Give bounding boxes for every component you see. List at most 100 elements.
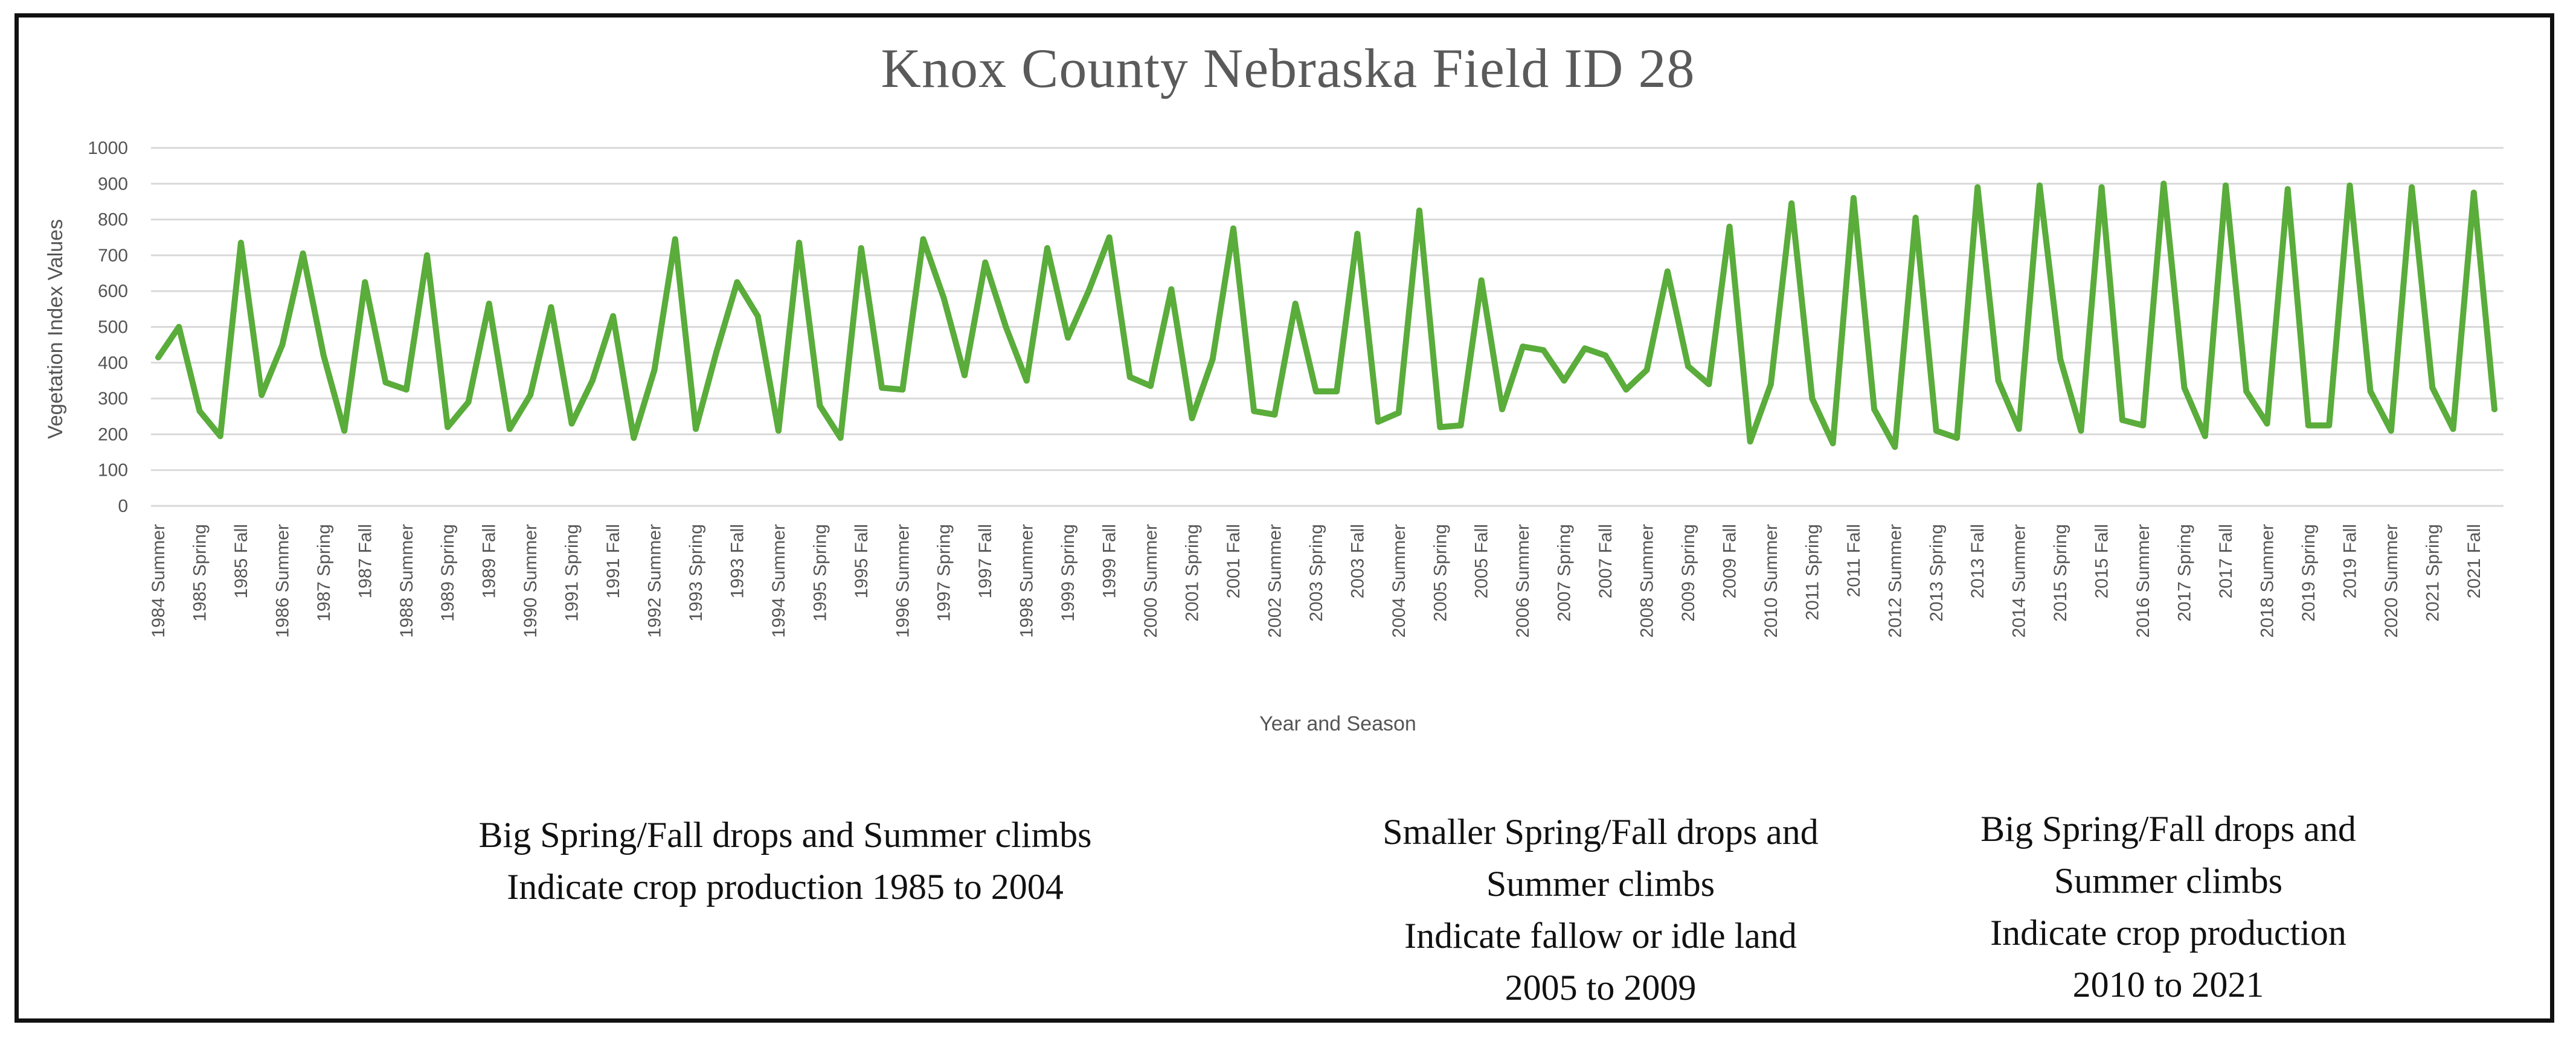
data-point — [2284, 186, 2291, 193]
x-axis-ticks: 1984 Summer 1985 Spring 1985 Fall 1986 Summ… — [149, 524, 2484, 638]
data-point — [1499, 406, 1505, 412]
data-point — [1520, 344, 1526, 350]
data-point — [1230, 225, 1236, 232]
x-tick-label: 2011 Fall — [1844, 524, 1864, 597]
x-tick-label: 2020 Summer — [2382, 524, 2401, 638]
data-point — [2078, 427, 2084, 434]
x-tick-label: 1985 Fall — [231, 524, 251, 598]
x-tick-label: 1990 Summer — [521, 524, 541, 638]
data-point — [568, 420, 575, 427]
x-tick-label: 1991 Fall — [603, 524, 623, 598]
data-point — [1189, 415, 1195, 421]
x-tick-label: 2003 Spring — [1306, 524, 1326, 622]
y-tick-label: 600 — [98, 281, 128, 301]
y-tick-label: 1000 — [88, 138, 128, 158]
y-tick-label: 900 — [98, 174, 128, 194]
data-point — [548, 304, 554, 310]
data-point — [1148, 383, 1154, 389]
data-point — [1602, 352, 1609, 359]
data-point — [486, 301, 492, 307]
x-tick-label: 1985 Spring — [190, 524, 210, 622]
data-point — [2491, 406, 2497, 412]
data-point — [693, 426, 699, 432]
x-tick-label: 1984 Summer — [149, 524, 169, 638]
y-tick-label: 0 — [118, 496, 128, 516]
data-point — [176, 324, 182, 330]
data-point — [1437, 424, 1444, 430]
data-point — [1416, 207, 1422, 214]
data-point — [2098, 184, 2105, 191]
annotation-line: Big Spring/Fall drops and — [1980, 809, 2356, 849]
data-point — [1581, 345, 1588, 352]
data-point — [589, 377, 596, 384]
data-point — [445, 424, 451, 430]
data-point — [320, 352, 327, 359]
x-tick-label: 2003 Fall — [1347, 524, 1367, 598]
data-point — [1954, 435, 1960, 441]
x-tick-label: 2014 Summer — [2009, 524, 2029, 638]
data-point — [1974, 184, 1981, 191]
data-point — [858, 245, 864, 251]
data-point — [1003, 324, 1009, 330]
x-tick-label: 2011 Spring — [1802, 524, 1822, 621]
x-tick-label: 2019 Spring — [2299, 524, 2319, 622]
data-point — [1044, 245, 1050, 251]
data-point — [506, 426, 513, 432]
data-point — [2388, 427, 2394, 434]
data-point — [403, 386, 410, 393]
data-point — [1334, 388, 1340, 395]
x-tick-label: 1995 Spring — [810, 524, 830, 622]
data-point — [610, 313, 617, 319]
data-point — [1023, 377, 1030, 384]
x-tick-label: 2010 Summer — [1761, 524, 1781, 638]
data-point — [300, 250, 306, 257]
chart-frame — [14, 13, 2554, 1023]
x-tick-label: 1994 Summer — [769, 524, 789, 638]
data-point — [1850, 195, 1857, 201]
series-line — [155, 181, 2497, 450]
y-tick-label: 400 — [98, 353, 128, 373]
data-point — [217, 433, 223, 439]
data-point — [1747, 438, 1753, 445]
data-point — [2346, 182, 2353, 189]
data-point — [940, 295, 947, 302]
x-tick-label: 2019 Fall — [2340, 524, 2360, 598]
x-tick-label: 2015 Fall — [2092, 524, 2112, 598]
data-point — [817, 403, 823, 409]
y-tick-label: 100 — [98, 461, 128, 481]
data-point — [2223, 182, 2229, 189]
x-tick-label: 1987 Fall — [355, 524, 375, 598]
data-point — [2264, 420, 2270, 427]
data-point — [2367, 388, 2374, 395]
y-axis-ticks: 0 100 200 300 400 500 600 700 800 900 1000 — [88, 138, 128, 516]
data-point — [1065, 334, 1071, 341]
data-point — [962, 372, 968, 379]
data-point — [982, 259, 989, 266]
y-tick-label: 300 — [98, 389, 128, 409]
annotation-line: Indicate crop production 1985 to 2004 — [507, 867, 1064, 907]
data-point — [1706, 381, 1712, 388]
data-point — [1561, 377, 1567, 384]
annotation-line: 2005 to 2009 — [1505, 968, 1697, 1008]
x-tick-label: 1996 Summer — [893, 524, 913, 638]
x-tick-label: 1993 Spring — [686, 524, 706, 622]
annotation-crop-production-1985-2004: Big Spring/Fall drops and Summer climbs … — [387, 809, 1184, 913]
data-point — [2181, 385, 2188, 391]
data-point — [672, 236, 678, 243]
data-point — [734, 279, 740, 286]
data-point — [196, 408, 203, 414]
data-point — [1457, 422, 1464, 429]
data-point — [1726, 223, 1733, 230]
y-tick-label: 500 — [98, 318, 128, 337]
data-point — [1312, 388, 1319, 395]
annotation-crop-production-2010-2021: Big Spring/Fall drops and Summer climbs … — [1933, 803, 2404, 1011]
x-tick-label: 2007 Fall — [1596, 524, 1616, 598]
data-point — [527, 392, 534, 398]
annotation-line: Indicate fallow or idle land — [1404, 916, 1797, 956]
annotation-line: Summer climbs — [2054, 861, 2283, 901]
x-tick-label: 1987 Spring — [314, 524, 334, 622]
annotation-line: Big Spring/Fall drops and Summer climbs — [478, 815, 1092, 855]
data-point — [2140, 422, 2147, 429]
data-point — [899, 386, 906, 393]
series-layer — [155, 181, 2497, 450]
